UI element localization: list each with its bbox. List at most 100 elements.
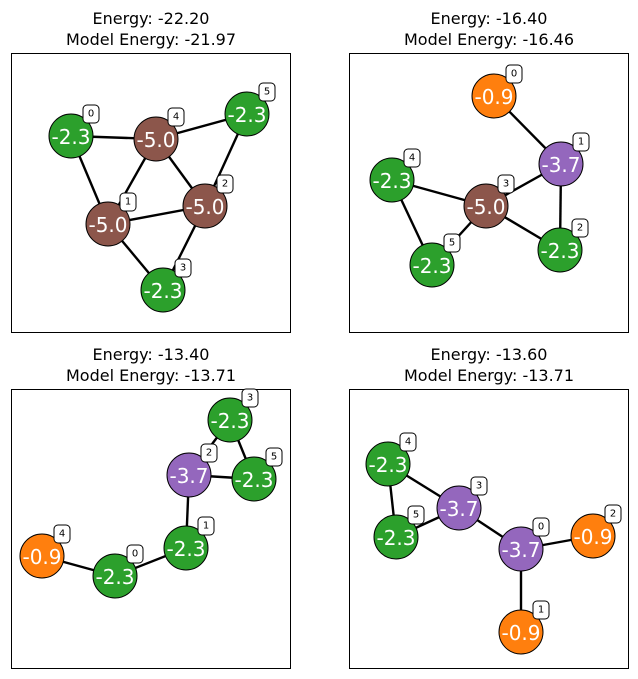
node-id-label: 2 — [577, 223, 583, 234]
panel-2-title: Energy: -16.40 Model Energy: -16.46 — [349, 8, 629, 50]
node-id-box — [443, 233, 461, 253]
graph-node: -2.3 — [373, 514, 419, 560]
node-id-label: 5 — [449, 238, 455, 249]
panel-frame — [349, 389, 629, 669]
node-circle — [92, 553, 138, 599]
graph-node: -2.3 — [163, 525, 209, 571]
node-id-box — [532, 600, 550, 620]
node-circle — [570, 513, 616, 559]
graph-node: -2.3 — [224, 91, 270, 137]
graph-node: -2.3 — [365, 441, 411, 487]
panel-frame — [349, 53, 629, 333]
node-id-label: 0 — [538, 522, 544, 533]
panel-1-model-energy: Model Energy: -21.97 — [65, 30, 237, 49]
node-energy-label: -2.3 — [166, 537, 205, 561]
node-id-label: 0 — [132, 549, 138, 560]
node-id-badge: 3 — [241, 388, 259, 408]
node-energy-label: -2.3 — [376, 526, 415, 550]
node-id-box — [571, 218, 589, 238]
node-id-badge: 2 — [571, 218, 589, 238]
node-id-box — [497, 174, 515, 194]
node-energy-label: -3.7 — [439, 497, 478, 521]
node-energy-label: -5.0 — [466, 195, 505, 219]
node-id-badge: 4 — [399, 432, 417, 452]
panel-3-title: Energy: -13.40 Model Energy: -13.71 — [11, 344, 291, 386]
node-id-box — [265, 447, 283, 467]
node-energy-label: -5.0 — [136, 128, 175, 152]
panel-1-energy: Energy: -22.20 — [92, 9, 210, 28]
graph-node: -5.0 — [133, 116, 179, 162]
graph-node: -5.0 — [182, 183, 228, 229]
panel-3-model-energy: Model Energy: -13.71 — [65, 366, 237, 385]
node-id-badge: 4 — [403, 148, 421, 168]
node-energy-label: -2.3 — [227, 103, 266, 127]
node-circle — [436, 485, 482, 531]
node-id-label: 1 — [578, 137, 584, 148]
graph-node: -3.7 — [436, 485, 482, 531]
graph-node: -2.3 — [537, 227, 583, 273]
node-id-box — [505, 64, 523, 84]
node-id-label: 5 — [413, 510, 419, 521]
node-id-label: 1 — [203, 521, 209, 532]
node-circle — [231, 456, 277, 502]
graph-node: -5.0 — [85, 201, 131, 247]
node-energy-label: -0.9 — [573, 525, 612, 549]
node-id-badge: 4 — [53, 524, 71, 544]
graph-node: -2.3 — [140, 267, 186, 313]
panel-3-graph: -2.3 0 -2.3 1 -3.7 2 -2.3 3 -0.9 4 -2.3 5 — [11, 388, 291, 669]
node-energy-label: -0.9 — [501, 621, 540, 645]
node-id-box — [604, 504, 622, 524]
node-id-box — [126, 544, 144, 564]
panel-4-graph: -3.7 0 -0.9 1 -0.9 2 -3.7 3 -2.3 4 -2.3 5 — [349, 389, 629, 669]
node-id-badge: 5 — [258, 82, 276, 102]
panel-4-model-energy: Model Energy: -13.71 — [403, 366, 575, 385]
node-id-badge: 5 — [407, 505, 425, 525]
node-id-badge: 2 — [216, 174, 234, 194]
node-circle — [182, 183, 228, 229]
panel-frame — [11, 389, 291, 669]
node-energy-label: -3.7 — [541, 153, 580, 177]
node-id-box — [572, 132, 590, 152]
node-id-badge: 1 — [119, 192, 137, 212]
node-circle — [166, 452, 212, 498]
node-id-label: 4 — [59, 529, 65, 540]
node-energy-label: -0.9 — [474, 85, 513, 109]
node-id-label: 2 — [610, 509, 616, 520]
node-energy-label: -2.3 — [372, 169, 411, 193]
node-id-box — [216, 174, 234, 194]
node-id-label: 0 — [511, 69, 517, 80]
node-id-badge: 4 — [167, 107, 185, 127]
node-id-box — [407, 505, 425, 525]
graph-node: -2.3 — [48, 113, 94, 159]
panel-3-energy: Energy: -13.40 — [92, 345, 210, 364]
graph-node: -2.3 — [231, 456, 277, 502]
node-energy-label: -5.0 — [88, 213, 127, 237]
node-id-box — [258, 82, 276, 102]
node-energy-label: -2.3 — [540, 239, 579, 263]
node-energy-label: -2.3 — [234, 468, 273, 492]
node-id-label: 5 — [264, 87, 270, 98]
node-id-box — [532, 517, 550, 537]
node-circle — [373, 514, 419, 560]
node-id-badge: 1 — [572, 132, 590, 152]
node-energy-label: -2.3 — [210, 409, 249, 433]
node-circle — [19, 533, 65, 579]
node-circle — [85, 201, 131, 247]
node-id-box — [167, 107, 185, 127]
node-id-label: 4 — [409, 153, 415, 164]
node-id-box — [119, 192, 137, 212]
node-id-label: 4 — [173, 112, 179, 123]
node-circle — [463, 183, 509, 229]
node-circle — [409, 242, 455, 288]
node-energy-label: -2.3 — [368, 453, 407, 477]
node-id-box — [403, 148, 421, 168]
graph-node: -0.9 — [471, 73, 517, 119]
graph-node: -3.7 — [538, 141, 584, 187]
node-circle — [498, 526, 544, 572]
node-id-box — [399, 432, 417, 452]
panel-1-graph: -2.3 0 -5.0 1 -5.0 2 -2.3 3 -5.0 4 -2.3 5 — [11, 53, 291, 333]
node-circle — [498, 609, 544, 655]
node-id-label: 2 — [222, 179, 228, 190]
node-circle — [163, 525, 209, 571]
node-id-badge: 2 — [604, 504, 622, 524]
